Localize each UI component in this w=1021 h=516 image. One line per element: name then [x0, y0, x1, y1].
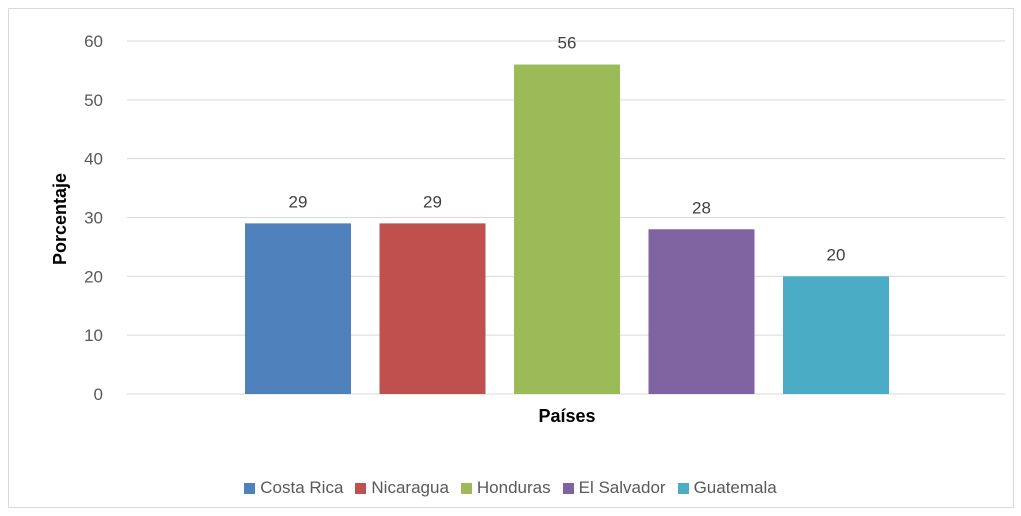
legend-swatch — [244, 482, 256, 494]
bars — [245, 64, 889, 395]
legend-item: Honduras — [460, 478, 551, 498]
bar-el-salvador — [648, 229, 755, 394]
legend-label: Costa Rica — [260, 478, 344, 497]
y-tick-label: 20 — [84, 267, 103, 286]
legend-item: Guatemala — [677, 478, 777, 498]
bar-guatemala — [783, 276, 889, 394]
bar-nicaragua — [379, 223, 486, 394]
data-label: 29 — [423, 192, 442, 211]
legend-label: El Salvador — [578, 478, 666, 497]
x-axis-title: Países — [538, 406, 595, 426]
bar-costa-rica — [245, 223, 351, 394]
data-label: 56 — [558, 34, 577, 53]
legend-swatch — [677, 482, 689, 494]
legend-swatch — [355, 482, 367, 494]
legend-item: El Salvador — [562, 478, 666, 498]
y-tick-label: 60 — [84, 32, 103, 51]
data-labels: 29 29 56 28 20 — [289, 34, 846, 265]
legend-item: Costa Rica — [244, 478, 343, 498]
y-tick-label: 50 — [84, 91, 103, 110]
legend: Costa Rica Nicaragua Honduras El Salvador Gu… — [0, 478, 1021, 498]
legend-item: Nicaragua — [355, 478, 449, 498]
data-label: 20 — [827, 245, 846, 264]
data-label: 28 — [692, 198, 711, 217]
legend-label: Nicaragua — [371, 478, 449, 497]
bar-honduras — [514, 64, 620, 395]
y-tick-label: 40 — [84, 150, 103, 169]
y-axis-ticks: 0 10 20 30 40 50 60 — [84, 32, 103, 404]
legend-swatch — [460, 482, 472, 494]
legend-label: Guatemala — [693, 478, 777, 497]
y-tick-label: 0 — [94, 385, 103, 404]
legend-swatch — [562, 482, 574, 494]
y-tick-label: 30 — [84, 209, 103, 228]
data-label: 29 — [289, 192, 308, 211]
y-axis-title: Porcentaje — [50, 173, 70, 265]
chart-frame — [8, 8, 1014, 508]
y-tick-label: 10 — [84, 326, 103, 345]
legend-label: Honduras — [476, 478, 551, 497]
